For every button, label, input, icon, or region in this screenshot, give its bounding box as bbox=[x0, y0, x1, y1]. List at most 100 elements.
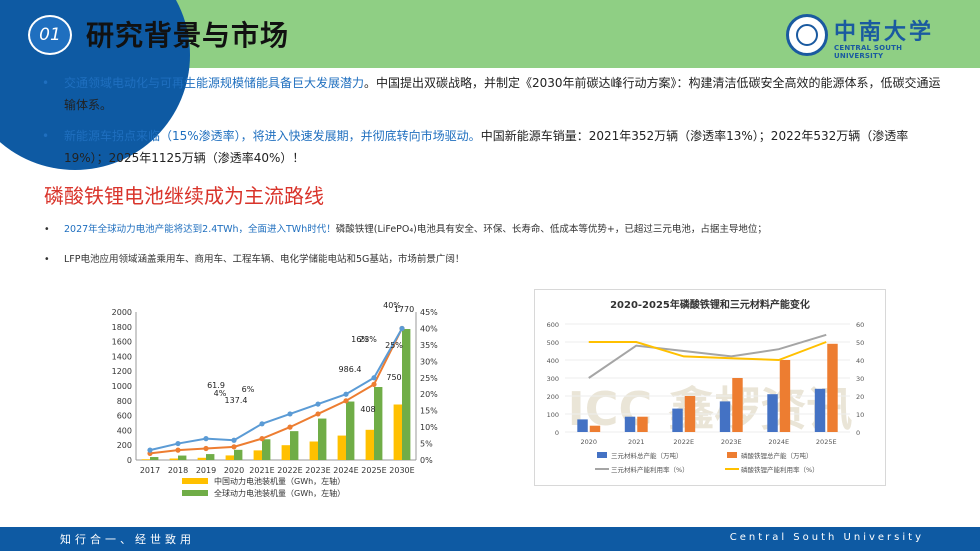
series-point bbox=[147, 447, 153, 453]
y-tick-label-right: 50 bbox=[856, 339, 864, 347]
series-point bbox=[287, 411, 293, 417]
x-tick-label: 2030E bbox=[389, 466, 414, 475]
bar-china bbox=[197, 457, 206, 460]
y-tick-label-right: 0% bbox=[420, 456, 433, 465]
y-tick-label-right: 25% bbox=[420, 374, 438, 383]
bar-lfp bbox=[637, 416, 648, 432]
series-point bbox=[231, 437, 237, 443]
logo-chinese-name: 中南大学 bbox=[834, 19, 935, 45]
battery-installation-chart-svg: 0 200 400 600 800 1000 1200 1400 1600 1800 2000 0% 5… bbox=[112, 301, 439, 498]
bullet-item: • 新能源车拐点来临（15%渗透率），将进入快速发展期，并彻底转向市场驱动。中国… bbox=[42, 125, 944, 169]
y-tick-label-right: 30% bbox=[420, 357, 438, 366]
bullet-dot-icon: • bbox=[42, 76, 50, 90]
series-line bbox=[149, 327, 403, 455]
bar-china bbox=[141, 459, 150, 460]
y-tick-label-left: 500 bbox=[547, 339, 559, 347]
watermark-logo: ICC 鑫椤资讯 bbox=[568, 382, 853, 436]
y-tick-label-left: 400 bbox=[117, 426, 132, 435]
series-point bbox=[371, 381, 377, 387]
bullet-item: • 交通领域电动化与可再生能源规模储能具备巨大发展潜力。中国提出双碳战略，并制定… bbox=[42, 72, 944, 116]
y-tick-label-right: 10% bbox=[420, 423, 438, 432]
section-bullet-text: LFP电池应用领域涵盖乘用车、商用车、工程车辆、电化学储能电站和5G基站，市场前… bbox=[64, 254, 465, 265]
bullet-highlight: 新能源车拐点来临（15%渗透率），将进入快速发展期，并彻底转向市场驱动。 bbox=[64, 129, 481, 143]
section-number-badge: 01 bbox=[28, 15, 72, 55]
bar-global bbox=[346, 401, 355, 460]
bar-china bbox=[393, 404, 402, 460]
data-label: 1770 bbox=[394, 305, 414, 314]
bullet-dot-icon: • bbox=[44, 254, 50, 265]
bar-global bbox=[290, 431, 299, 460]
y-tick-label-right: 20% bbox=[420, 390, 438, 399]
bar-china bbox=[309, 441, 318, 460]
y-tick-label-left: 400 bbox=[547, 357, 559, 365]
series-point bbox=[259, 436, 265, 442]
y-tick-label-left: 1600 bbox=[112, 338, 132, 347]
data-label: 40% bbox=[383, 301, 401, 310]
bar-ternary bbox=[672, 408, 683, 432]
legend-label-lfp-util: 磷酸铁锂产能利用率（%） bbox=[741, 465, 819, 474]
y-tick-label-left: 1000 bbox=[112, 382, 132, 391]
x-tick-label: 2021 bbox=[628, 438, 645, 446]
bullet-dot-icon: • bbox=[44, 224, 50, 235]
y-tick-label-left: 1800 bbox=[112, 323, 132, 332]
bar-china bbox=[225, 455, 234, 460]
bar-global bbox=[402, 329, 411, 460]
y-tick-label-left: 100 bbox=[547, 411, 559, 419]
page-title: 研究背景与市场 bbox=[86, 19, 290, 52]
bar-ternary bbox=[624, 416, 636, 432]
y-tick-label-right: 45% bbox=[420, 308, 438, 317]
y-tick-label-left: 300 bbox=[547, 375, 559, 383]
y-tick-label-left: 0 bbox=[555, 429, 559, 437]
bullet-text: 中国新能源车销量：2021年352万辆（渗透率13%）；2022年532万辆（渗… bbox=[64, 129, 909, 165]
university-seal-icon bbox=[786, 14, 828, 56]
y-tick-label-left: 2000 bbox=[112, 308, 132, 317]
bar-ternary bbox=[814, 388, 826, 432]
legend-label-lfp: 磷酸铁锂总产能（万吨） bbox=[741, 451, 813, 460]
bar-ternary bbox=[719, 401, 731, 432]
data-label: 25% bbox=[385, 341, 403, 350]
bar-global bbox=[150, 457, 159, 460]
section-bullet-item: • 2027年全球动力电池产能将达到2.4TWh，全面进入TWh时代！磷酸铁锂(… bbox=[44, 222, 944, 238]
data-label: 408 bbox=[360, 405, 375, 414]
y-tick-label-right: 5% bbox=[420, 440, 433, 449]
series-line bbox=[588, 341, 827, 362]
x-tick-label: 2025E bbox=[816, 438, 837, 446]
bullet-text: 。中国提出双碳战略，并制定《2030年前碳达峰行动方案》：构建清洁低碳安全高效的… bbox=[64, 76, 941, 112]
y-tick-label-right: 40 bbox=[856, 357, 864, 365]
footer-motto: 知行合一、经世致用 bbox=[60, 533, 195, 546]
logo-english-name: CENTRAL SOUTH UNIVERSITY bbox=[834, 44, 903, 60]
header-bar: 01 研究背景与市场 中南大学 CENTRAL SOUTH UNIVERSITY bbox=[0, 0, 980, 170]
bar-lfp bbox=[589, 425, 601, 432]
series-point bbox=[175, 447, 181, 453]
data-label: 986.4 bbox=[339, 365, 362, 374]
y-tick-label-right: 40% bbox=[420, 324, 438, 333]
series-line bbox=[149, 327, 403, 452]
y-tick-label-left: 600 bbox=[117, 412, 132, 421]
y-tick-label-left: 600 bbox=[547, 321, 559, 329]
footer-university-name: Central South University bbox=[729, 532, 924, 543]
bar-global bbox=[234, 449, 243, 460]
series-point bbox=[175, 440, 181, 447]
bar-ternary bbox=[767, 394, 778, 432]
legend-swatch-china bbox=[182, 478, 208, 484]
legend-swatch-global bbox=[182, 490, 208, 496]
y-tick-label-right: 30 bbox=[856, 375, 864, 383]
x-tick-label: 2022E bbox=[277, 466, 302, 475]
battery-installation-chart: 0 200 400 600 800 1000 1200 1400 1600 1800 2000 0% 5… bbox=[96, 300, 456, 510]
bar-china bbox=[337, 435, 346, 460]
x-tick-label: 2024E bbox=[333, 466, 358, 475]
bullet-highlight: 交通领域电动化与可再生能源规模储能具备巨大发展潜力 bbox=[64, 76, 365, 90]
data-label: 750 bbox=[386, 373, 401, 382]
series-point bbox=[343, 398, 349, 404]
y-tick-label-right: 10 bbox=[856, 411, 864, 419]
legend-label-ternary-util: 三元材料产能利用率（%） bbox=[611, 465, 689, 474]
y-tick-label-left: 0 bbox=[127, 456, 132, 465]
series-point bbox=[259, 421, 265, 427]
legend-label-global: 全球动力电池装机量（GWh，左轴） bbox=[214, 488, 345, 498]
x-tick-label: 2022E bbox=[673, 438, 694, 446]
bar-china bbox=[365, 429, 374, 460]
section-bullet-item: • LFP电池应用领域涵盖乘用车、商用车、工程车辆、电化学储能电站和5G基站，市… bbox=[44, 252, 944, 268]
x-tick-label: 2023E bbox=[305, 466, 330, 475]
y-tick-label-right: 60 bbox=[856, 321, 864, 329]
x-tick-label: 2018 bbox=[168, 466, 188, 475]
